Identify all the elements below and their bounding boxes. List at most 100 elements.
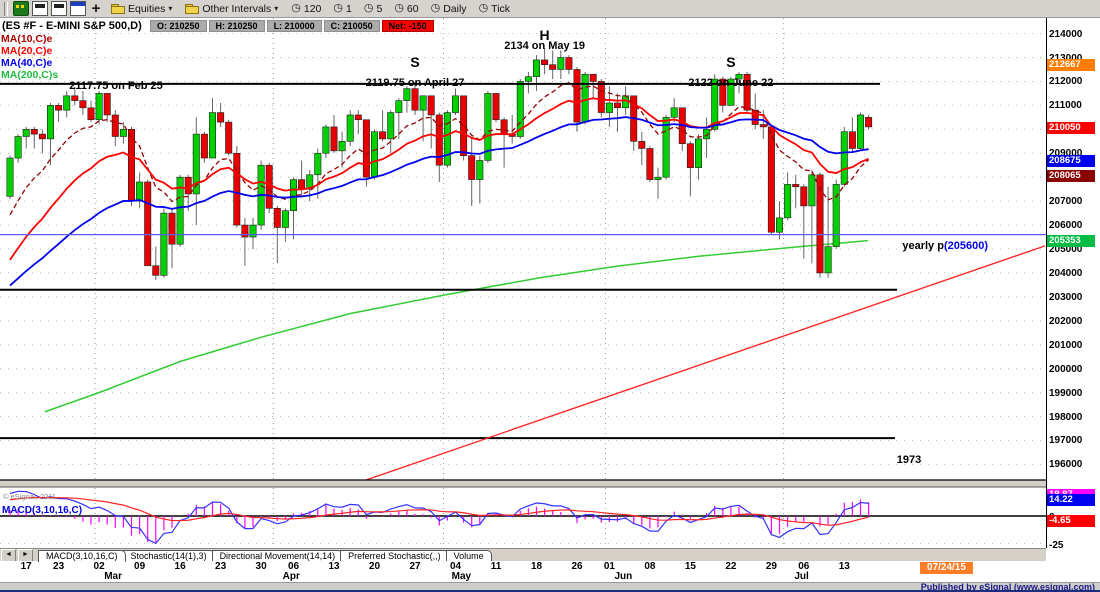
- candle-body: [71, 95, 79, 101]
- candle-body: [743, 73, 751, 111]
- candle-body: [411, 88, 419, 111]
- chart-annotation: 2134 on May 19: [504, 40, 585, 52]
- clock-interval-icon: ◷: [478, 2, 489, 14]
- interval-button-label: 120: [303, 2, 322, 15]
- candle-body: [38, 133, 46, 140]
- candle-body: [573, 69, 581, 123]
- candle-body: [30, 129, 38, 135]
- chart-area[interactable]: 2117.75 on Feb 25 S 2119.75 on April 27 H 21…: [0, 18, 1046, 548]
- candle-body: [443, 112, 451, 166]
- interval-button-label: Tick: [491, 2, 511, 15]
- study-tab-1[interactable]: MACD(3,10,16,C): [38, 550, 126, 562]
- candle-body: [638, 140, 646, 149]
- candle-body: [379, 131, 387, 140]
- copyright-text: © eSignal, 2011: [3, 492, 56, 501]
- ma-legend: MA(10,C)e MA(20,C)e MA(40,C)e MA(200,C)s: [1, 33, 58, 81]
- price-axis-label: 197000: [1049, 435, 1083, 447]
- candle-body: [14, 136, 22, 159]
- candle-body: [492, 93, 500, 121]
- quote-board-icon[interactable]: [13, 1, 29, 16]
- candle-body: [460, 95, 468, 156]
- interval-button-1[interactable]: ◷ 1: [328, 1, 356, 17]
- interval-button-120[interactable]: ◷ 120: [286, 1, 326, 17]
- price-axis-label: 214000: [1049, 28, 1083, 40]
- ma-line-20: [9, 97, 869, 261]
- equities-folder-button[interactable]: Equities ▾: [106, 1, 177, 17]
- macd-axis-label: -25: [1049, 539, 1064, 551]
- candle-body: [775, 217, 783, 233]
- candle-body: [476, 160, 484, 180]
- price-axis-label: 212000: [1049, 76, 1083, 88]
- candle-body: [605, 102, 613, 113]
- price-axis-label: 207000: [1049, 196, 1083, 208]
- candle-body: [565, 57, 573, 70]
- interval-button-5[interactable]: ◷ 5: [359, 1, 387, 17]
- candle-body: [144, 181, 152, 267]
- time-axis-tick: 18: [530, 561, 543, 572]
- add-icon[interactable]: +: [91, 0, 101, 17]
- interval-button-daily[interactable]: ◷ Daily: [426, 1, 472, 17]
- trend-line: [365, 245, 1046, 481]
- new-chart-window-icon[interactable]: [32, 1, 48, 16]
- candle-body: [751, 109, 759, 125]
- candle-body: [784, 184, 792, 219]
- chart-annotation: 1973: [896, 454, 922, 466]
- candle-body: [233, 152, 241, 226]
- equities-folder-label: Equities: [128, 2, 166, 15]
- candle-body: [711, 78, 719, 130]
- candle-body: [298, 179, 306, 190]
- candle-body: [200, 133, 208, 159]
- folder-icon: [185, 3, 200, 14]
- candle-body: [654, 176, 662, 180]
- chart-annotation: 2117.75 on Feb 25: [69, 80, 163, 92]
- interval-button-60[interactable]: ◷ 60: [389, 1, 423, 17]
- time-axis-tick: 13: [328, 561, 340, 572]
- chart-annotation: S: [410, 54, 420, 70]
- ma-legend-label: MA(40,C)e: [1, 57, 53, 69]
- macd-line: [9, 490, 869, 545]
- price-axis-badge: 208675: [1047, 155, 1095, 168]
- candle-body: [387, 112, 395, 140]
- time-axis-tick: 09: [134, 561, 146, 572]
- time-axis-tick: 22: [725, 561, 737, 572]
- candle-body: [209, 112, 217, 159]
- price-axis-label: 201000: [1049, 339, 1083, 351]
- candle-body: [370, 131, 378, 178]
- candle-body: [646, 148, 654, 180]
- candle-body: [217, 112, 225, 123]
- candle-body: [79, 100, 87, 109]
- time-axis-month: Jun: [614, 571, 633, 582]
- candle-body: [176, 176, 184, 245]
- candle-body: [395, 100, 403, 113]
- candle-body: [719, 78, 727, 106]
- price-axis-label: 205000: [1049, 243, 1083, 255]
- close-value: C: 210050: [323, 20, 380, 32]
- candle-body: [865, 117, 873, 128]
- candle-body: [613, 102, 621, 109]
- toolbar-separator: [4, 1, 8, 16]
- candle-body: [265, 164, 273, 209]
- chart-annotation: 2122 on June 22: [688, 77, 774, 89]
- other-intervals-folder-button[interactable]: Other Intervals ▾: [180, 1, 283, 17]
- candle-body: [136, 181, 144, 202]
- price-axis-label: 211000: [1049, 100, 1082, 112]
- study-tab-5[interactable]: Volume: [445, 550, 492, 562]
- high-value: H: 210250: [208, 20, 265, 32]
- candle-body: [524, 76, 532, 82]
- candle-body: [46, 105, 54, 140]
- price-axis-label: 200000: [1049, 363, 1083, 375]
- macd-signal-line: [9, 496, 869, 526]
- time-axis-tick: 13: [838, 561, 850, 572]
- duplicate-window-icon[interactable]: [51, 1, 67, 16]
- candle-body: [759, 124, 767, 128]
- time-axis-tick: 06: [798, 561, 810, 572]
- panel-splitter: [0, 480, 1046, 487]
- time-axis-month: May: [451, 571, 472, 582]
- candle-body: [22, 129, 30, 137]
- price-axis[interactable]: 214000 213000 212000 211000 209000 207000 2060…: [1046, 18, 1100, 551]
- candle-body: [63, 95, 71, 111]
- interval-button-tick[interactable]: ◷ Tick: [474, 1, 515, 17]
- chart-annotation: S: [726, 54, 736, 70]
- candle-body: [403, 88, 411, 101]
- properties-icon[interactable]: [70, 1, 86, 16]
